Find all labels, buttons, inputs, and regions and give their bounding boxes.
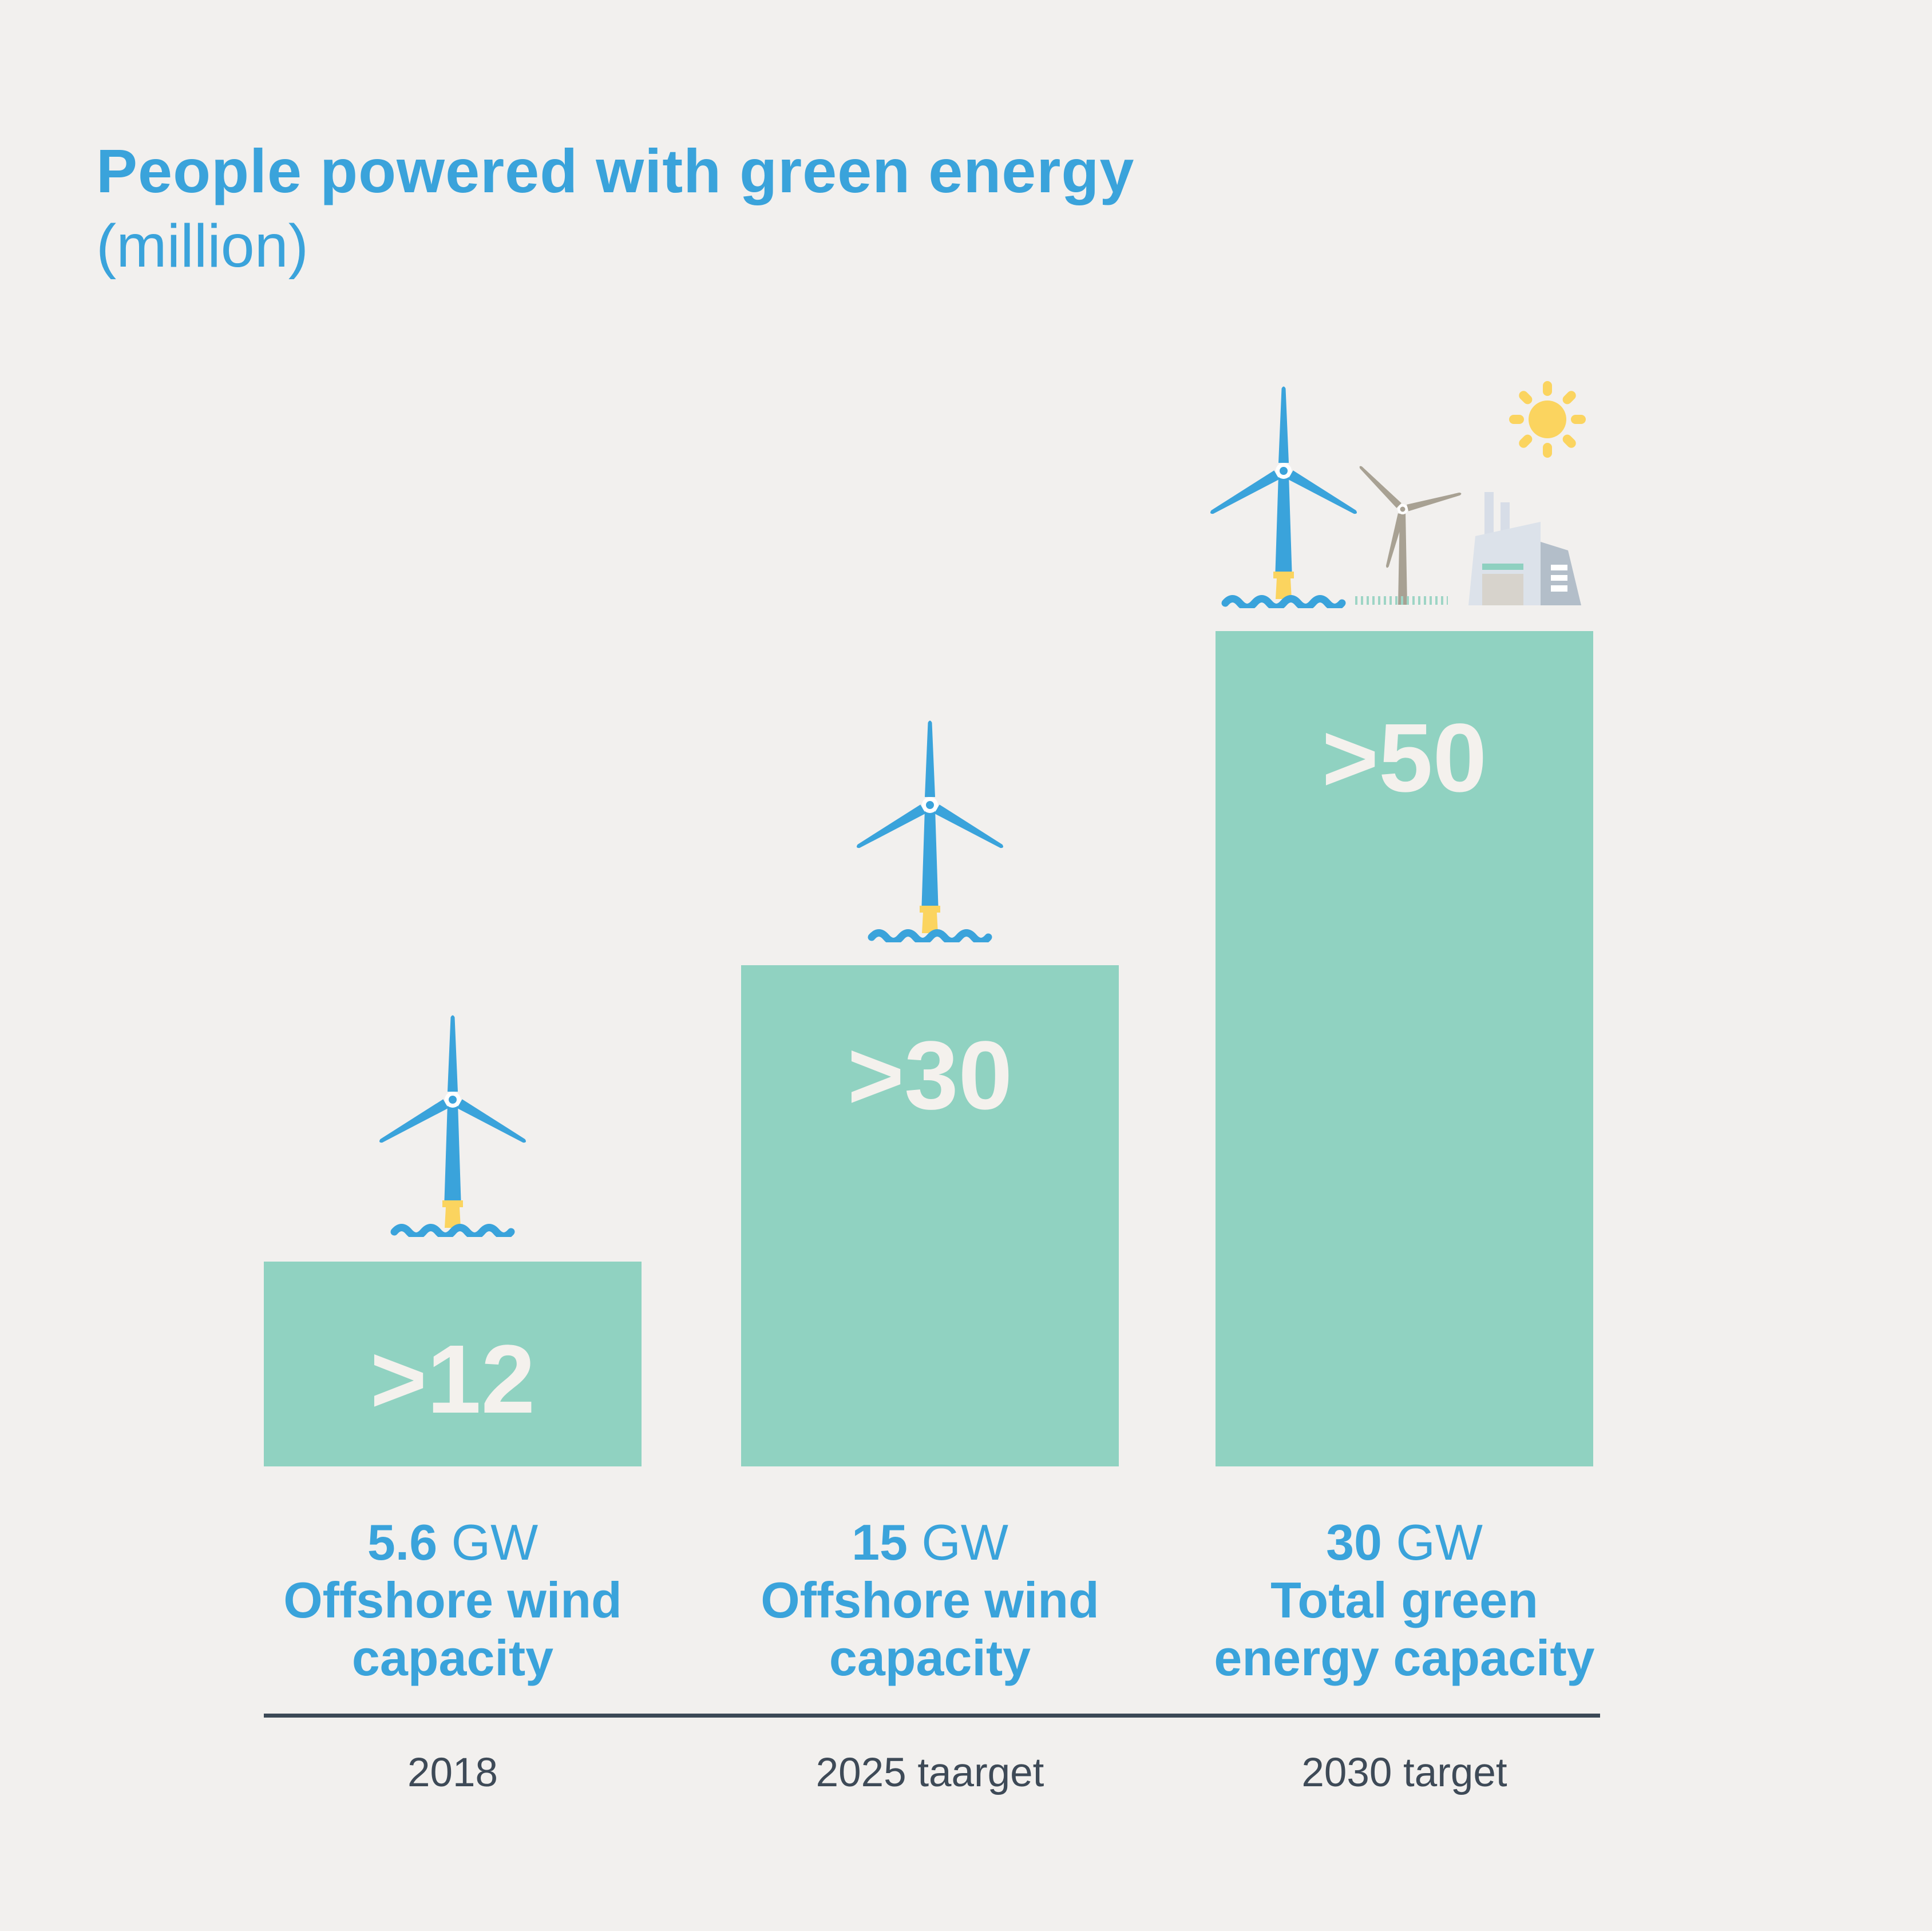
axis-label-2025-target: 2025 taarget [815, 1750, 1044, 1795]
capacity-label-2025: 15 GW Offshore wind capacity [707, 1513, 1153, 1687]
axis-label-2030-target: 2030 target [1301, 1750, 1507, 1795]
capacity-line: 30 GW [1181, 1513, 1628, 1571]
offshore-wind-turbine-icon [361, 1008, 544, 1237]
capacity-description-line1: Total green [1270, 1572, 1538, 1628]
sun-icon [1507, 379, 1587, 459]
capacity-unit: GW [1396, 1514, 1483, 1571]
capacity-description-line1: Offshore wind [761, 1572, 1099, 1628]
axis-label-2018: 2018 [407, 1750, 498, 1795]
capacity-value: 15 [852, 1514, 908, 1571]
bar-value-label: >12 [370, 1325, 536, 1434]
bar-2025-target [741, 965, 1119, 1466]
chart-subtitle: (million) [96, 212, 308, 280]
capacity-line: 5.6 GW [229, 1513, 676, 1571]
capacity-line: 15 GW [707, 1513, 1153, 1571]
bar-2018 [264, 1262, 642, 1466]
factory-icon [1463, 491, 1583, 605]
capacity-description-line1: Offshore wind [283, 1572, 622, 1628]
capacity-description-line2: capacity [351, 1629, 554, 1686]
capacity-description-line2: capacity [829, 1629, 1031, 1686]
axis-divider [264, 1714, 1600, 1718]
capacity-label-2018: 5.6 GW Offshore wind capacity [229, 1513, 676, 1687]
capacity-unit: GW [921, 1514, 1008, 1571]
offshore-wind-turbine-icon [838, 713, 1022, 942]
chart-title: People powered with green energy [96, 136, 1135, 205]
bar-value-label: >30 [847, 1021, 1013, 1130]
onshore-wind-turbine-icon [1331, 438, 1474, 606]
bar-value-label: >50 [1321, 704, 1487, 812]
capacity-label-2030: 30 GW Total green energy capacity [1181, 1513, 1628, 1687]
capacity-unit: GW [451, 1514, 539, 1571]
grass-icon [1355, 596, 1448, 605]
capacity-description-line2: energy capacity [1214, 1629, 1595, 1686]
capacity-value: 5.6 [367, 1514, 438, 1571]
capacity-value: 30 [1326, 1514, 1382, 1571]
bar-2030-target [1216, 631, 1593, 1466]
